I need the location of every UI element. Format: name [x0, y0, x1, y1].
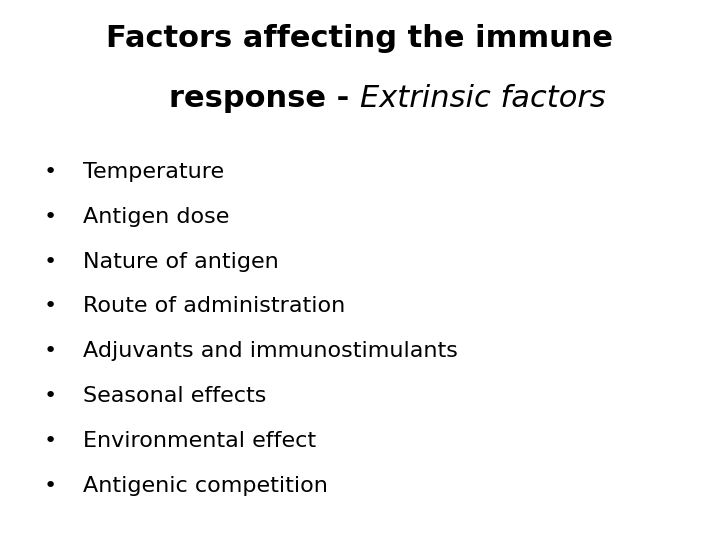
Text: •: • — [44, 252, 57, 272]
Text: Route of administration: Route of administration — [83, 296, 345, 316]
Text: Seasonal effects: Seasonal effects — [83, 386, 266, 406]
Text: •: • — [44, 341, 57, 361]
Text: Extrinsic factors: Extrinsic factors — [360, 84, 606, 113]
Text: Adjuvants and immunostimulants: Adjuvants and immunostimulants — [83, 341, 458, 361]
Text: •: • — [44, 386, 57, 406]
Text: response -: response - — [169, 84, 360, 113]
Text: Antigenic competition: Antigenic competition — [83, 476, 328, 496]
Text: •: • — [44, 207, 57, 227]
Text: Temperature: Temperature — [83, 162, 224, 182]
Text: Nature of antigen: Nature of antigen — [83, 252, 279, 272]
Text: Factors affecting the immune: Factors affecting the immune — [107, 24, 613, 53]
Text: Antigen dose: Antigen dose — [83, 207, 229, 227]
Text: •: • — [44, 296, 57, 316]
Text: •: • — [44, 431, 57, 451]
Text: Environmental effect: Environmental effect — [83, 431, 316, 451]
Text: •: • — [44, 476, 57, 496]
Text: •: • — [44, 162, 57, 182]
